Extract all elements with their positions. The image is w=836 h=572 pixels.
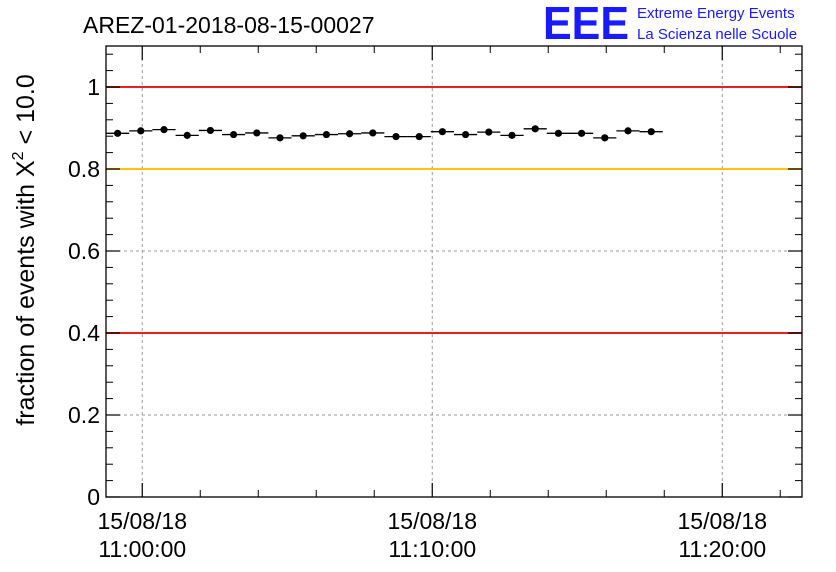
logo-line-2: La Scienza nelle Scuole xyxy=(637,26,797,43)
data-point xyxy=(206,126,214,135)
y-tick-label: 0.4 xyxy=(68,320,100,346)
data-point xyxy=(485,128,493,136)
y-tick-label: 0.2 xyxy=(68,402,100,428)
data-point xyxy=(183,131,191,139)
x-tick-time-label: 11:10:00 xyxy=(388,536,476,562)
data-point xyxy=(647,128,655,136)
data-point xyxy=(508,131,516,139)
y-axis-label-main: fraction of events with X xyxy=(12,160,40,426)
data-point xyxy=(554,129,563,137)
data-point xyxy=(346,130,354,138)
data-point xyxy=(114,129,122,137)
data-point xyxy=(160,126,168,134)
data-point xyxy=(322,130,330,139)
data-point xyxy=(601,134,609,142)
data-point xyxy=(299,132,307,140)
data-point xyxy=(624,127,632,135)
y-axis-ticks: 0 0.2 0.4 0.6 0.8 1 xyxy=(68,53,802,510)
plot-frame xyxy=(105,45,803,498)
y-axis-label: fraction of events with X2 < 10.0 xyxy=(10,74,40,425)
data-point xyxy=(369,129,377,137)
x-tick-time-label: 11:20:00 xyxy=(678,536,766,562)
data-point xyxy=(415,133,423,141)
y-axis-label-tail: < 10.0 xyxy=(12,74,40,151)
x-tick-date-label: 15/08/18 xyxy=(387,508,477,534)
data-point xyxy=(392,133,400,141)
data-points xyxy=(106,125,663,142)
data-point xyxy=(137,127,145,135)
grid-lines xyxy=(106,46,802,497)
x-tick-time-label: 11:00:00 xyxy=(98,536,186,562)
x-tick-date-label: 15/08/18 xyxy=(677,508,767,534)
y-tick-label: 0.8 xyxy=(68,156,100,182)
data-point xyxy=(462,130,470,139)
data-point xyxy=(253,129,261,137)
y-tick-label: 0.6 xyxy=(68,238,100,264)
x-tick-date-label: 15/08/18 xyxy=(97,508,187,534)
eee-logo: EEE Extreme Energy Events La Scienza nel… xyxy=(543,0,797,49)
data-point xyxy=(578,129,586,137)
x-axis-ticks: 15/08/1811:00:0015/08/1811:10:0015/08/18… xyxy=(97,46,781,562)
data-point xyxy=(531,125,539,133)
logo-line-1: Extreme Energy Events xyxy=(637,5,795,22)
y-tick-label: 0 xyxy=(87,484,100,510)
y-axis-label-superscript: 2 xyxy=(10,151,27,160)
logo-mark: EEE xyxy=(543,0,629,49)
reference-lines xyxy=(106,86,802,334)
chart-title: AREZ-01-2018-08-15-00027 xyxy=(83,12,375,38)
data-point xyxy=(276,134,284,142)
data-point xyxy=(230,130,238,139)
data-point xyxy=(438,128,446,136)
y-tick-label: 1 xyxy=(87,74,100,100)
